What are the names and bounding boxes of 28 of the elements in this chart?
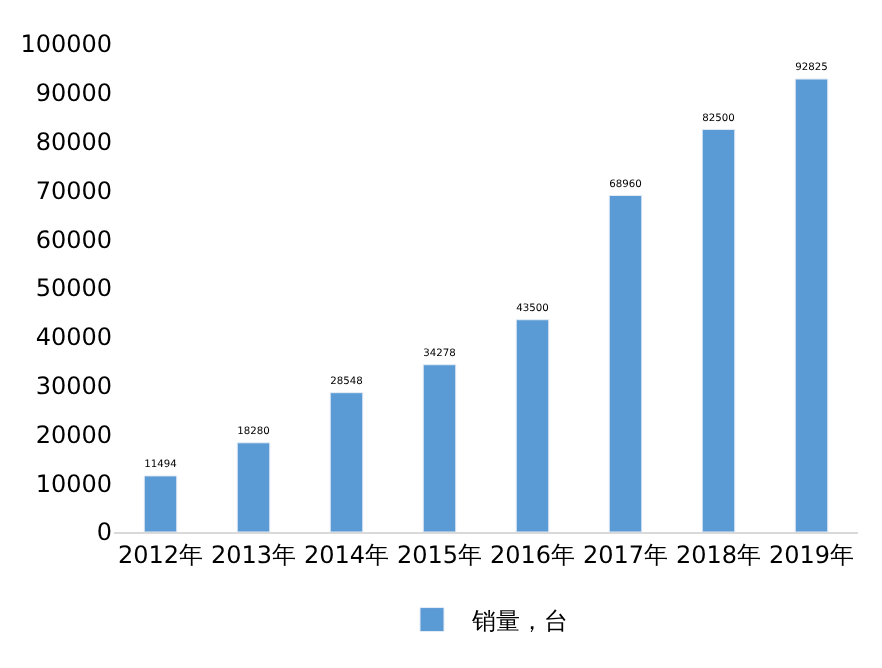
x-tick-label: 2019年 [768, 540, 855, 569]
x-tick-label: 2017年 [582, 540, 669, 569]
bar [143, 475, 178, 532]
bar [515, 319, 550, 532]
y-tick-label: 60000 [35, 225, 112, 254]
y-tick-label: 90000 [35, 79, 112, 108]
bar [701, 128, 736, 532]
y-tick-label: 100000 [20, 30, 112, 59]
x-tick-label: 2012年 [117, 540, 204, 569]
legend-label: 销量，台 [470, 606, 568, 635]
bar [608, 194, 643, 532]
bar [329, 392, 364, 532]
y-tick-label: 20000 [35, 420, 112, 449]
x-tick-label: 2013年 [210, 540, 297, 569]
bar [236, 442, 271, 532]
y-tick-label: 80000 [35, 128, 112, 156]
x-tick-label: 2014年 [303, 540, 390, 569]
bar [794, 78, 829, 532]
x-tick-label: 2016年 [489, 540, 576, 569]
y-tick-label: 70000 [35, 176, 112, 205]
x-tick-label: 2015年 [396, 540, 483, 569]
y-tick-label: 0 [96, 518, 112, 547]
x-tick-label: 2018年 [675, 540, 762, 569]
y-tick-label: 50000 [35, 274, 112, 303]
bar [422, 364, 457, 532]
y-tick-label: 30000 [35, 372, 112, 400]
y-tick-label: 10000 [35, 469, 112, 498]
y-tick-label: 40000 [35, 323, 112, 352]
